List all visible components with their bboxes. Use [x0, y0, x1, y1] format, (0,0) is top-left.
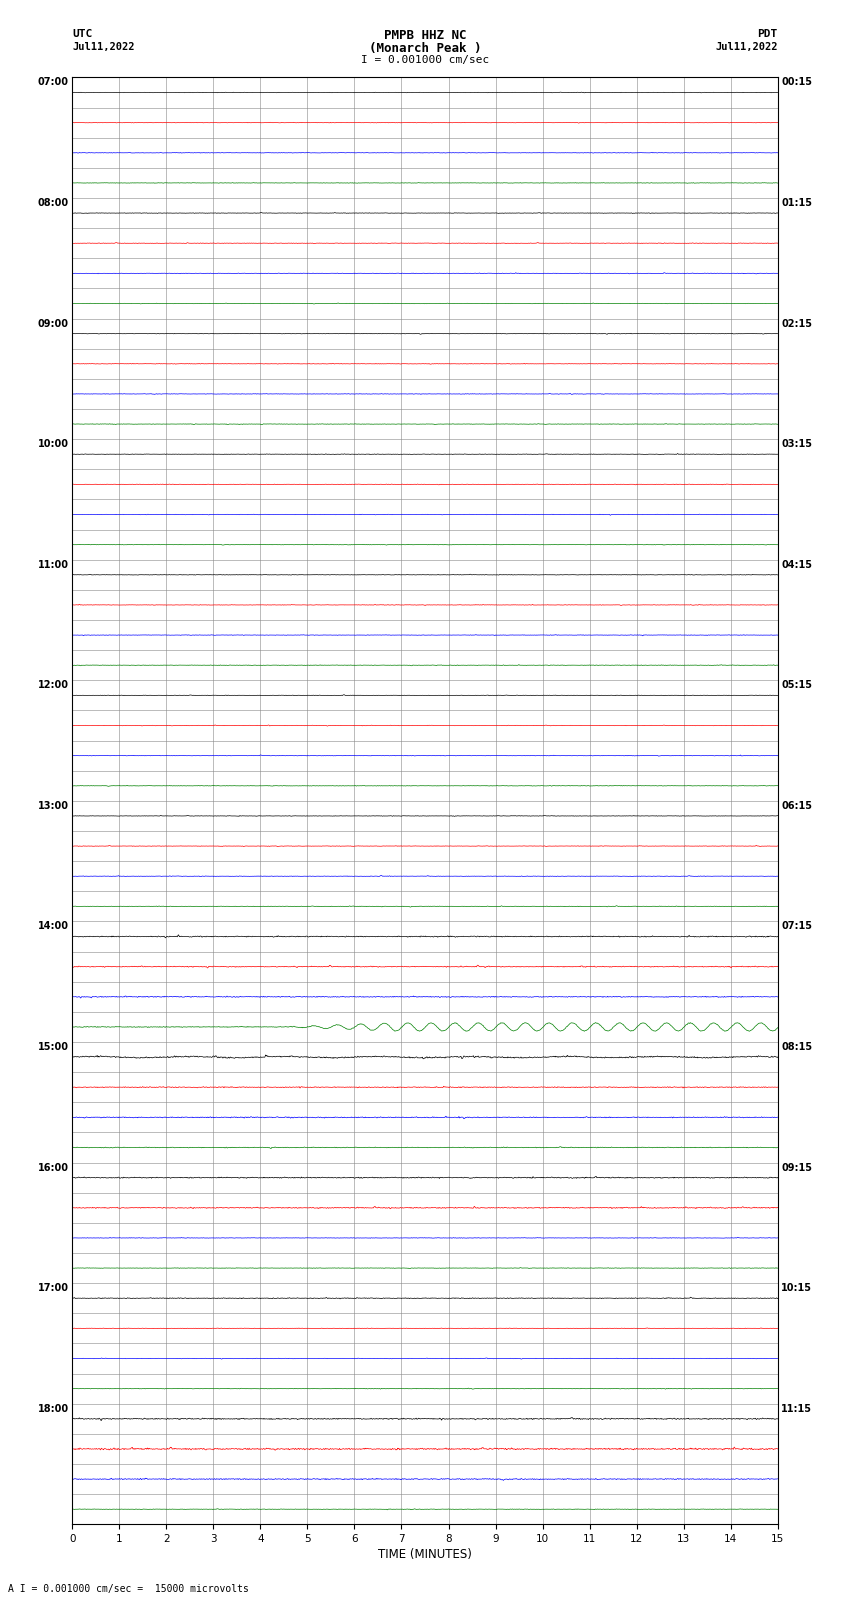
Text: (Monarch Peak ): (Monarch Peak ): [369, 42, 481, 55]
Text: PMPB HHZ NC: PMPB HHZ NC: [383, 29, 467, 42]
Text: 07:15: 07:15: [781, 921, 813, 931]
Text: 02:15: 02:15: [781, 319, 813, 329]
Text: 11:15: 11:15: [781, 1403, 813, 1413]
Text: 09:15: 09:15: [781, 1163, 813, 1173]
Text: 12:00: 12:00: [37, 681, 69, 690]
Text: 06:15: 06:15: [781, 800, 813, 811]
Text: 05:15: 05:15: [781, 681, 813, 690]
Text: I = 0.001000 cm/sec: I = 0.001000 cm/sec: [361, 55, 489, 65]
Text: Jul11,2022: Jul11,2022: [715, 42, 778, 52]
Text: 01:15: 01:15: [781, 198, 813, 208]
Text: 10:00: 10:00: [37, 439, 69, 448]
Text: 10:15: 10:15: [781, 1284, 813, 1294]
Text: 09:00: 09:00: [37, 319, 69, 329]
Text: A I = 0.001000 cm/sec =  15000 microvolts: A I = 0.001000 cm/sec = 15000 microvolts: [8, 1584, 249, 1594]
Text: UTC: UTC: [72, 29, 93, 39]
Text: 08:00: 08:00: [37, 198, 69, 208]
Text: PDT: PDT: [757, 29, 778, 39]
Text: 08:15: 08:15: [781, 1042, 813, 1052]
Text: Jul11,2022: Jul11,2022: [72, 42, 135, 52]
Text: 18:00: 18:00: [37, 1403, 69, 1413]
Text: 04:15: 04:15: [781, 560, 813, 569]
Text: 07:00: 07:00: [37, 77, 69, 87]
Text: 15:00: 15:00: [37, 1042, 69, 1052]
Text: 11:00: 11:00: [37, 560, 69, 569]
Text: 00:15: 00:15: [781, 77, 813, 87]
X-axis label: TIME (MINUTES): TIME (MINUTES): [378, 1548, 472, 1561]
Text: 17:00: 17:00: [37, 1284, 69, 1294]
Text: 03:15: 03:15: [781, 439, 813, 448]
Text: 14:00: 14:00: [37, 921, 69, 931]
Text: 16:00: 16:00: [37, 1163, 69, 1173]
Text: 13:00: 13:00: [37, 800, 69, 811]
